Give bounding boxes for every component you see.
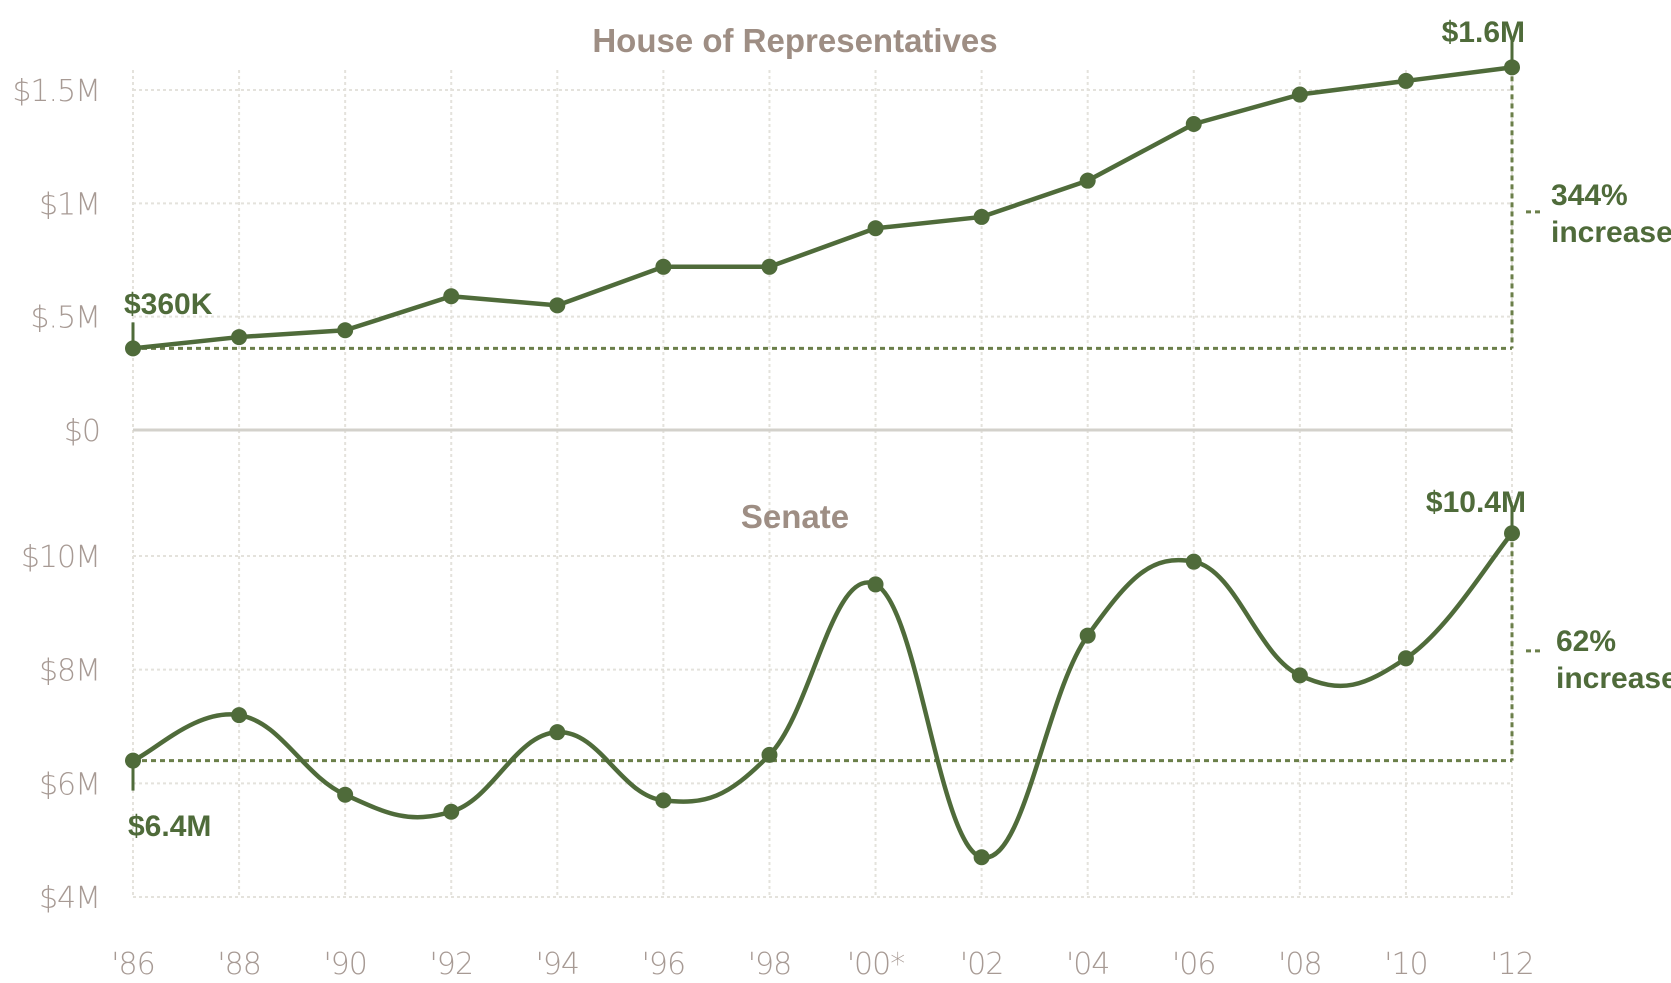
x-tick-label: '98 bbox=[748, 947, 791, 982]
senate-y-tick-label: $8M bbox=[39, 654, 100, 689]
house-data-point bbox=[337, 322, 354, 339]
house-start-label: $360K bbox=[124, 288, 213, 321]
x-tick-label: '02 bbox=[960, 947, 1003, 982]
house-data-point bbox=[1291, 86, 1308, 103]
senate-y-tick-label: $6M bbox=[39, 767, 100, 802]
house-data-point bbox=[443, 288, 460, 305]
senate-data-point bbox=[231, 707, 248, 724]
senate-y-tick-label: $4M bbox=[39, 881, 100, 916]
x-tick-label: '12 bbox=[1490, 947, 1533, 982]
senate-data-point bbox=[1079, 627, 1096, 644]
senate-data-point bbox=[973, 849, 990, 866]
senate-change-pct: 62% bbox=[1556, 625, 1616, 658]
senate-data-point bbox=[761, 746, 778, 763]
house-y-tick-label: $1M bbox=[39, 187, 100, 222]
x-tick-label: '00* bbox=[847, 947, 904, 982]
senate-data-point bbox=[1291, 667, 1308, 684]
house-data-point bbox=[549, 297, 566, 314]
house-y-tick-label: $0 bbox=[64, 414, 100, 449]
house-y-tick-label: $.5M bbox=[30, 301, 100, 336]
senate-start-label: $6.4M bbox=[128, 810, 211, 843]
x-tick-label: '90 bbox=[323, 947, 366, 982]
house-data-point bbox=[761, 258, 778, 275]
house-data-point bbox=[231, 329, 248, 346]
x-tick-label: '92 bbox=[430, 947, 473, 982]
senate-data-point bbox=[1397, 650, 1414, 667]
house-change-word: increase bbox=[1551, 216, 1671, 249]
house-data-point bbox=[655, 258, 672, 275]
senate-data-point bbox=[1504, 525, 1520, 542]
x-tick-label: '06 bbox=[1172, 947, 1215, 982]
house-data-point bbox=[125, 340, 141, 357]
senate-series-line bbox=[130, 531, 1515, 860]
senate-change-word: increase bbox=[1556, 662, 1671, 695]
senate-data-point bbox=[1185, 553, 1202, 570]
x-tick-label: '96 bbox=[642, 947, 685, 982]
house-data-point bbox=[867, 220, 884, 237]
x-tick-label: '94 bbox=[536, 947, 579, 982]
senate-data-point bbox=[443, 803, 460, 820]
house-end-label: $1.6M bbox=[1442, 16, 1525, 49]
house-y-tick-label: $1.5M bbox=[12, 74, 100, 109]
senate-data-point bbox=[549, 724, 566, 741]
house-data-point bbox=[1397, 72, 1414, 89]
x-tick-label: '10 bbox=[1384, 947, 1427, 982]
senate-data-point bbox=[337, 786, 354, 803]
x-tick-label: '04 bbox=[1066, 947, 1109, 982]
house-data-point bbox=[1504, 59, 1520, 76]
senate-data-point bbox=[867, 576, 884, 593]
grid-layer bbox=[132, 70, 1513, 898]
house-series-line bbox=[130, 65, 1515, 351]
tick-layer: $0 $.5M $1M $1.5M $4M $6M $8M $10M '86 '88 '90 '92 '… bbox=[12, 74, 1534, 982]
house-data-point bbox=[1185, 116, 1202, 132]
house-data-point bbox=[973, 208, 990, 225]
house-change-pct: 344% bbox=[1551, 179, 1628, 212]
x-tick-label: '88 bbox=[217, 947, 260, 982]
senate-y-tick-label: $10M bbox=[21, 540, 100, 575]
series-layer bbox=[125, 59, 1520, 866]
senate-chart-title: Senate bbox=[741, 498, 849, 535]
senate-data-point bbox=[125, 752, 141, 769]
x-tick-label: '08 bbox=[1278, 947, 1321, 982]
house-data-point bbox=[1079, 172, 1096, 189]
house-chart-title: House of Representatives bbox=[592, 22, 997, 59]
x-tick-label: '86 bbox=[111, 947, 154, 982]
senate-data-point bbox=[655, 792, 672, 809]
text-layer: House of Representatives Senate $360K $1… bbox=[124, 16, 1671, 843]
senate-end-label: $10.4M bbox=[1426, 486, 1526, 519]
